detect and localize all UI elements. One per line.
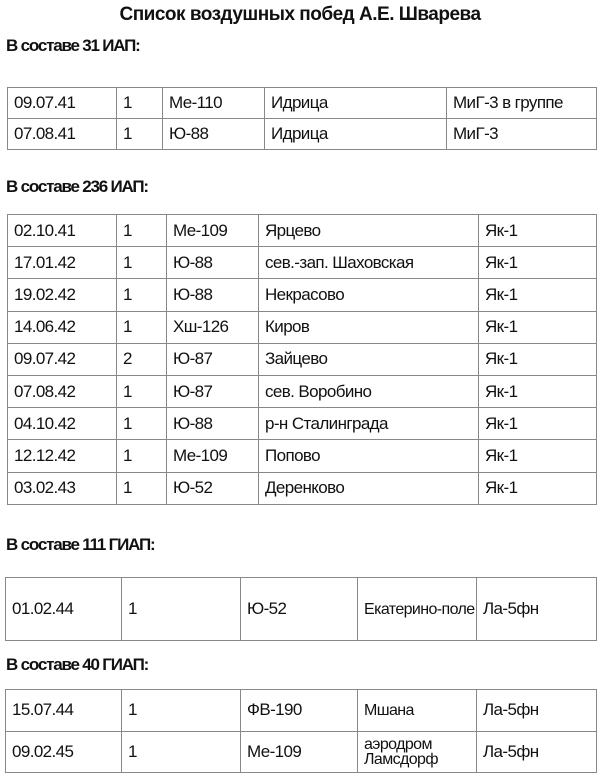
date-cell: 09.02.45: [5, 730, 122, 773]
table-row: 02.10.41 1 Ме-109 Ярцево Як-1: [7, 213, 597, 248]
location-cell: аэродром Ламсдорф: [357, 730, 477, 773]
count-cell: 1: [121, 689, 241, 732]
count-cell: 1: [116, 310, 167, 344]
table-row: 12.12.42 1 Ме-109 Попово Як-1: [7, 439, 597, 473]
date-cell: 07.08.41: [7, 118, 117, 150]
location-cell: Идрица: [264, 118, 447, 150]
count-cell: 1: [116, 118, 163, 150]
own-aircraft-cell: Ла-5фн: [476, 689, 597, 732]
own-aircraft-cell: МиГ-3: [446, 118, 597, 150]
date-cell: 02.10.41: [7, 213, 117, 248]
date-cell: 09.07.41: [7, 87, 117, 119]
table-row: 09.02.45 1 Ме-109 аэродром Ламсдорф Ла-5фн: [5, 730, 597, 773]
aircraft-cell: ФВ-190: [240, 689, 358, 732]
count-cell: 1: [116, 471, 167, 505]
table-row: 07.08.41 1 Ю-88 Идрица МиГ-3: [7, 118, 597, 150]
table-row: 04.10.42 1 Ю-88 р-н Сталинграда Як-1: [7, 407, 597, 441]
aircraft-cell: Ме-109: [166, 439, 259, 473]
location-cell: сев.-зап. Шаховская: [258, 246, 479, 280]
date-cell: 09.07.42: [7, 342, 117, 376]
table-row: 15.07.44 1 ФВ-190 Мшана Ла-5фн: [5, 689, 597, 732]
count-cell: 1: [116, 407, 167, 441]
own-aircraft-cell: Як-1: [478, 471, 597, 505]
location-cell: сев. Воробино: [258, 374, 479, 409]
count-cell: 1: [116, 87, 163, 119]
section-heading: В составе 111 ГИАП:: [6, 535, 156, 554]
own-aircraft-cell: Як-1: [478, 407, 597, 441]
aircraft-cell: Ме-109: [240, 730, 358, 773]
location-cell: Мшана: [357, 689, 477, 732]
table-row: 19.02.42 1 Ю-88 Некрасово Як-1: [7, 278, 597, 312]
count-cell: 1: [116, 439, 167, 473]
own-aircraft-cell: Як-1: [478, 310, 597, 344]
count-cell: 1: [116, 213, 167, 248]
location-cell: Некрасово: [258, 278, 479, 312]
aircraft-cell: Ю-88: [166, 407, 259, 441]
count-cell: 1: [121, 730, 241, 773]
location-cell: Попово: [258, 439, 479, 473]
own-aircraft-cell: Як-1: [478, 278, 597, 312]
location-cell: р-н Сталинграда: [258, 407, 479, 441]
own-aircraft-cell: Як-1: [478, 342, 597, 376]
count-cell: 2: [116, 342, 167, 376]
section-heading: В составе 40 ГИАП:: [6, 655, 149, 674]
own-aircraft-cell: Як-1: [478, 439, 597, 473]
aircraft-cell: Ю-52: [240, 577, 358, 641]
count-cell: 1: [116, 246, 167, 280]
table-row: 01.02.44 1 Ю-52 Екатерино-поле Ла-5фн: [5, 577, 597, 641]
own-aircraft-cell: МиГ-3 в группе: [446, 87, 597, 119]
aircraft-cell: Ю-52: [166, 471, 259, 505]
victories-table: 09.07.41 1 Ме-110 Идрица МиГ-3 в группе 07.08…: [7, 87, 597, 150]
section-heading: В составе 31 ИАП:: [6, 36, 141, 55]
aircraft-cell: Ю-88: [166, 278, 259, 312]
aircraft-cell: Ме-109: [166, 213, 259, 248]
own-aircraft-cell: Як-1: [478, 246, 597, 280]
table-row: 09.07.41 1 Ме-110 Идрица МиГ-3 в группе: [7, 87, 597, 119]
document-title: Список воздушных побед А.Е. Шварева: [119, 4, 481, 25]
own-aircraft-cell: Як-1: [478, 374, 597, 409]
location-cell: Зайцево: [258, 342, 479, 376]
location-cell: Деренково: [258, 471, 479, 505]
count-cell: 1: [121, 577, 241, 641]
date-cell: 15.07.44: [5, 689, 122, 732]
victories-table: 01.02.44 1 Ю-52 Екатерино-поле Ла-5фн: [5, 577, 597, 641]
date-cell: 01.02.44: [5, 577, 122, 641]
count-cell: 1: [116, 278, 167, 312]
own-aircraft-cell: Ла-5фн: [476, 730, 597, 773]
aircraft-cell: Ю-87: [166, 342, 259, 376]
date-cell: 04.10.42: [7, 407, 117, 441]
date-cell: 12.12.42: [7, 439, 117, 473]
location-cell: Екатерино-поле: [357, 577, 477, 641]
table-row: 14.06.42 1 Хш-126 Киров Як-1: [7, 310, 597, 344]
location-cell: Ярцево: [258, 213, 479, 248]
table-row: 09.07.42 2 Ю-87 Зайцево Як-1: [7, 342, 597, 376]
count-cell: 1: [116, 374, 167, 409]
location-cell: Идрица: [264, 87, 447, 119]
aircraft-cell: Ю-87: [166, 374, 259, 409]
section-heading: В составе 236 ИАП:: [6, 177, 149, 196]
aircraft-cell: Хш-126: [166, 310, 259, 344]
victories-table: 02.10.41 1 Ме-109 Ярцево Як-1 17.01.42 1 Ю-88 се…: [7, 213, 597, 505]
date-cell: 14.06.42: [7, 310, 117, 344]
date-cell: 19.02.42: [7, 278, 117, 312]
own-aircraft-cell: Ла-5фн: [476, 577, 597, 641]
aircraft-cell: Ме-110: [162, 87, 265, 119]
table-row: 03.02.43 1 Ю-52 Деренково Як-1: [7, 471, 597, 505]
aircraft-cell: Ю-88: [162, 118, 265, 150]
date-cell: 07.08.42: [7, 374, 117, 409]
date-cell: 03.02.43: [7, 471, 117, 505]
date-cell: 17.01.42: [7, 246, 117, 280]
table-row: 07.08.42 1 Ю-87 сев. Воробино Як-1: [7, 374, 597, 409]
aircraft-cell: Ю-88: [166, 246, 259, 280]
victories-table: 15.07.44 1 ФВ-190 Мшана Ла-5фн 09.02.45 1 Ме-10…: [5, 689, 597, 773]
location-cell: Киров: [258, 310, 479, 344]
table-row: 17.01.42 1 Ю-88 сев.-зап. Шаховская Як-1: [7, 246, 597, 280]
own-aircraft-cell: Як-1: [478, 213, 597, 248]
